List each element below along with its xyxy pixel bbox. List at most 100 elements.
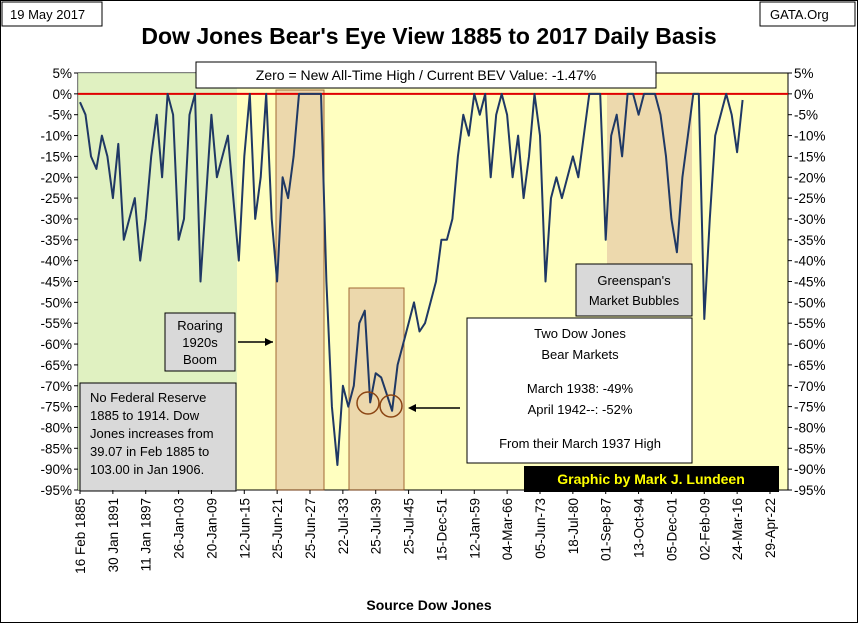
y-tick-label: -75%: [40, 400, 72, 415]
note-line: March 1938: -49%: [527, 381, 634, 396]
y2-tick-label: -35%: [794, 233, 826, 248]
no-fed-box: [79, 382, 237, 492]
series-line: [79, 92, 744, 466]
y-tick-label: -55%: [40, 316, 72, 331]
note-line: April 1942--: -52%: [528, 402, 633, 417]
y2-tick-label: -5%: [794, 108, 818, 123]
y-tick-label: -10%: [40, 129, 72, 144]
x-tick-label: 11 Jan 1897: [139, 498, 154, 571]
date-box: [1, 1, 103, 27]
y-tick-label: 0%: [52, 87, 72, 102]
y-tick-label: -15%: [40, 149, 72, 164]
x-tick-label: 12-Jun-15: [237, 498, 252, 559]
y2-tick-label: -95%: [794, 483, 826, 498]
x-tick-label: 26-Jan-03: [172, 498, 187, 559]
y-tick-label: -80%: [40, 420, 72, 435]
roaring-box-label: [164, 312, 236, 372]
x-tick-label: 01-Sep-87: [599, 498, 614, 561]
y2-tick-label: -30%: [794, 212, 826, 227]
x-tick-label: 29-Apr-22: [763, 498, 778, 558]
date: 19 May 2017: [10, 7, 85, 22]
note-line: 1885 to 1914. Dow: [90, 408, 200, 423]
note-line: Market Bubbles: [589, 293, 680, 308]
greenspan-box: [575, 263, 693, 317]
y-tick-label: -35%: [40, 233, 72, 248]
y-tick-label: -60%: [40, 337, 72, 352]
y2-tick-label: -70%: [794, 379, 826, 394]
y2-tick-label: -90%: [794, 462, 826, 477]
y-tick-label: -85%: [40, 441, 72, 456]
x-tick-label: 16 Feb 1885: [73, 498, 88, 574]
greenspan-shade: [607, 94, 692, 264]
note-line: No Federal Reserve: [90, 390, 206, 405]
y-tick-label: -95%: [40, 483, 72, 498]
bear-box: [348, 287, 405, 491]
y2-tick-label: -85%: [794, 441, 826, 456]
y-tick-label: -50%: [40, 295, 72, 310]
y2-tick-label: -15%: [794, 149, 826, 164]
x-tick-label: 20-Jan-09: [204, 498, 219, 559]
note-line: Bear Markets: [541, 347, 619, 362]
x-tick-label: 05-Jun-73: [533, 498, 548, 559]
y2-tick-label: -20%: [794, 170, 826, 185]
y2-tick-label: -65%: [794, 358, 826, 373]
note-line: 103.00 in Jan 1906.: [90, 462, 204, 477]
credit: Graphic by Mark J. Lundeen: [557, 471, 745, 487]
x-tick-label: 25-Jul-39: [369, 498, 384, 554]
chart-title: Dow Jones Bear's Eye View 1885 to 2017 D…: [141, 23, 716, 49]
note-line: Greenspan's: [597, 273, 671, 288]
y2-tick-label: -55%: [794, 316, 826, 331]
y-tick-label: -40%: [40, 254, 72, 269]
x-tick-label: 15-Dec-51: [434, 498, 449, 561]
y-tick-label: -90%: [40, 462, 72, 477]
x-tick-label: 25-Jun-21: [270, 498, 285, 559]
y-tick-label: -45%: [40, 275, 72, 290]
y-tick-label: -20%: [40, 170, 72, 185]
note-line: Roaring: [177, 318, 223, 333]
y2-tick-label: -45%: [794, 275, 826, 290]
x-tick-label: 30 Jan 1891: [106, 498, 121, 572]
y-tick-label: -25%: [40, 191, 72, 206]
x-tick-label: 25-Jun-27: [303, 498, 318, 559]
note-line: 39.07 in Feb 1885 to: [90, 444, 209, 459]
x-tick-label: 13-Oct-94: [632, 498, 647, 559]
y-tick-label: -30%: [40, 212, 72, 227]
credit-box: [524, 466, 779, 492]
y2-tick-label: -75%: [794, 400, 826, 415]
x-tick-label: 22-Jul-33: [336, 498, 351, 554]
site-box: [759, 1, 856, 27]
arrow-head: [265, 338, 273, 346]
low-marker: [379, 394, 403, 418]
x-axis-title: Source Dow Jones: [366, 597, 491, 613]
x-tick-label: 18-Jul-80: [566, 498, 581, 554]
site: GATA.Org: [770, 7, 829, 22]
subtitle-box: [195, 61, 657, 89]
y2-tick-label: 0%: [794, 87, 814, 102]
y2-tick-label: -50%: [794, 295, 826, 310]
y2-tick-label: -10%: [794, 129, 826, 144]
y-tick-label: 5%: [52, 66, 72, 81]
x-tick-label: 04-Mar-66: [500, 498, 515, 560]
y2-tick-label: -40%: [794, 254, 826, 269]
y2-tick-label: -80%: [794, 420, 826, 435]
y2-tick-label: -25%: [794, 191, 826, 206]
roaring-box: [275, 89, 325, 491]
note-line: Jones increases from: [90, 426, 214, 441]
arrow-head: [408, 404, 416, 412]
note-line: From their March 1937 High: [499, 436, 661, 451]
y2-tick-label: -60%: [794, 337, 826, 352]
x-tick-label: 24-Mar-16: [730, 498, 745, 560]
low-marker: [356, 391, 380, 415]
subtitle: Zero = New All-Time High / Current BEV V…: [256, 67, 596, 83]
y2-tick-label: 5%: [794, 66, 814, 81]
note-line: Two Dow Jones: [534, 326, 626, 341]
bear-note-box: [466, 317, 693, 464]
x-tick-label: 05-Dec-01: [664, 498, 679, 561]
x-tick-label: 25-Jul-45: [402, 498, 417, 554]
y-tick-label: -70%: [40, 379, 72, 394]
x-tick-label: 02-Feb-09: [697, 498, 712, 560]
note-line: Boom: [183, 352, 217, 367]
y-tick-label: -5%: [48, 108, 72, 123]
